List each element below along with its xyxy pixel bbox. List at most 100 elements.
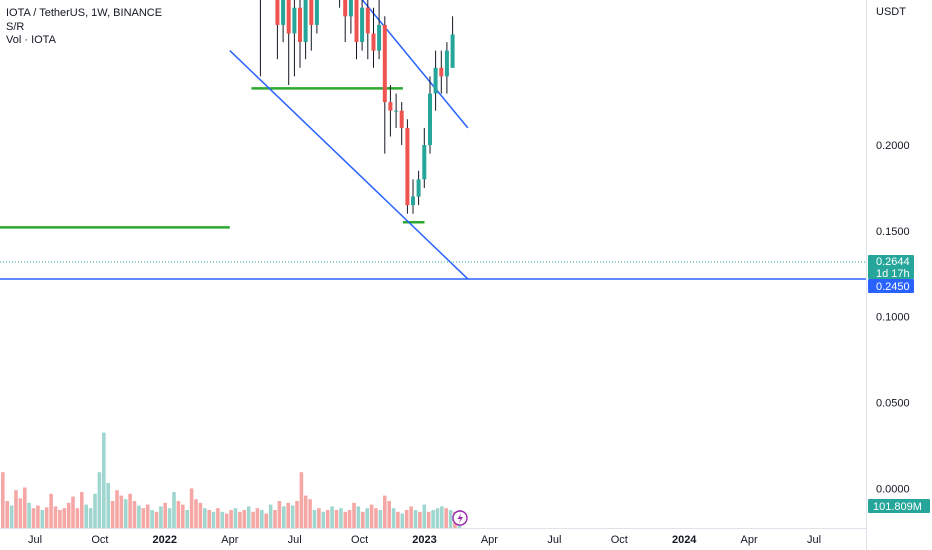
volume-bar	[181, 504, 185, 528]
volume-bar	[409, 506, 413, 528]
candle	[275, 0, 280, 60]
support-price-badge: 0.2450	[868, 279, 914, 293]
volume-bar	[246, 506, 251, 528]
price-tick-label: 0.0500	[876, 398, 910, 410]
candle	[259, 0, 261, 77]
time-axis[interactable]: Jul Oct 2022 Apr Jul Oct 2023 Apr Jul Oct 2024 Apr J…	[28, 534, 821, 546]
volume-bar	[106, 483, 110, 528]
volume-bar	[36, 505, 40, 528]
volume-bar	[413, 510, 418, 528]
volume-bar	[137, 505, 141, 528]
volume-bar	[71, 496, 75, 528]
volume-bar	[268, 504, 273, 528]
candle	[303, 0, 308, 60]
volume-bar	[176, 501, 181, 528]
price-tick-label: 0.2000	[876, 140, 910, 152]
indicator-volume-label[interactable]: Vol · IOTA	[6, 34, 57, 46]
time-tick-label: Apr	[221, 534, 238, 546]
volume-bar	[229, 510, 233, 528]
volume-bar	[198, 502, 203, 528]
volume-bar	[150, 510, 154, 528]
volume-bar	[66, 502, 71, 528]
candle	[354, 0, 359, 60]
price-axis[interactable]: 0.50000.45000.40000.35000.30000.20000.15…	[876, 0, 910, 495]
time-tick-label: 2024	[672, 534, 697, 546]
candle	[382, 16, 387, 154]
candle	[433, 50, 438, 111]
bar-countdown: 1d 17h	[876, 268, 910, 280]
volume-bar	[352, 502, 356, 528]
candle	[411, 179, 415, 214]
volume-bar	[27, 502, 31, 528]
volume-bar	[308, 499, 312, 528]
candle	[298, 0, 302, 68]
volume-bar	[203, 508, 207, 528]
last-price-badge: 0.2644 1d 17h	[868, 255, 914, 280]
trendline-lower[interactable]	[229, 50, 469, 280]
last-price-value: 0.2644	[876, 256, 910, 268]
volume-bar	[159, 506, 163, 528]
candle	[422, 127, 427, 188]
volume-bar	[62, 508, 67, 528]
candle	[439, 50, 444, 94]
candle	[377, 0, 382, 60]
volume-bar	[374, 508, 378, 528]
volume-badge: 101.809M	[868, 499, 930, 513]
volume-bar	[40, 510, 45, 528]
volume-bar	[356, 506, 361, 528]
time-tick-label: Oct	[611, 534, 628, 546]
volume-bar	[167, 508, 172, 528]
symbol-title[interactable]: IOTA / TetherUS, 1W, BINANCE	[6, 7, 162, 19]
time-tick-label: Oct	[91, 534, 108, 546]
volume-bar	[264, 513, 268, 528]
volume-bar	[220, 511, 225, 528]
candle	[416, 170, 421, 206]
support-resistance-lines	[0, 87, 425, 229]
time-tick-label: Jul	[807, 534, 821, 546]
volume-bar	[189, 488, 194, 528]
volume-bar	[110, 501, 115, 528]
volume-bar	[233, 508, 238, 528]
volume-bar	[115, 490, 119, 528]
volume-bar	[426, 511, 431, 528]
candle	[286, 0, 291, 85]
volume-bar	[123, 499, 128, 528]
volume-bar	[303, 495, 308, 528]
volume-bar	[49, 493, 53, 528]
volume-bar	[400, 513, 405, 528]
volume-bar	[216, 508, 220, 528]
candle	[360, 0, 365, 51]
candle	[281, 0, 286, 43]
volume-bar	[448, 510, 453, 528]
indicator-sr-label[interactable]: S/R	[6, 21, 24, 33]
volume-bar	[97, 472, 102, 528]
volume-bar	[378, 510, 383, 528]
volume-bar	[277, 501, 282, 528]
trendline-upper[interactable]	[122, 0, 469, 129]
volume-bar	[88, 508, 93, 528]
candle	[405, 119, 410, 214]
support-price-value: 0.2450	[876, 281, 910, 293]
time-tick-label: 2023	[412, 534, 436, 546]
volume-bar	[93, 493, 97, 528]
lightning-icon[interactable]	[452, 510, 468, 526]
candle	[309, 0, 314, 51]
volume-bar	[194, 499, 198, 528]
candle	[348, 0, 353, 34]
volume-bar	[369, 504, 374, 528]
volume-bar	[418, 511, 422, 528]
price-tick-label: 0.1500	[876, 226, 910, 238]
volume-bar	[396, 511, 400, 528]
volume-bar	[80, 492, 84, 528]
plot-area[interactable]	[0, 0, 866, 528]
volume-bar	[154, 511, 159, 528]
candle	[450, 16, 455, 68]
volume-bar	[334, 510, 339, 528]
volume-bar	[5, 501, 9, 528]
volume-bar	[211, 511, 216, 528]
volume-bar	[282, 506, 286, 528]
time-tick-label: Oct	[351, 534, 368, 546]
volume-bar	[9, 505, 14, 528]
